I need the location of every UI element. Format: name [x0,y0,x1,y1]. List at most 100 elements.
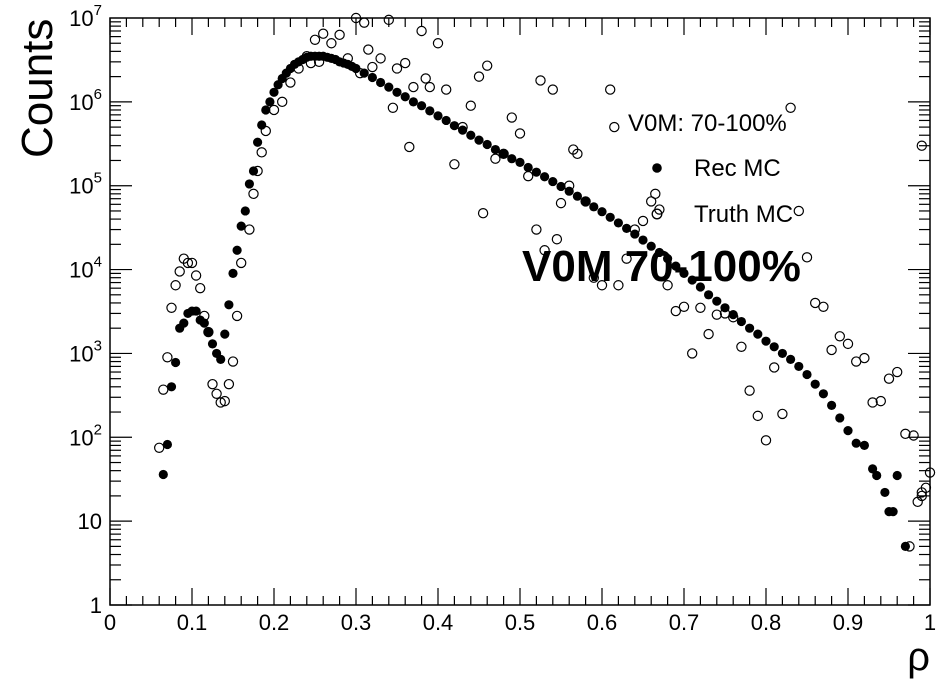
data-point [868,464,878,474]
data-point [555,197,567,209]
data-point [268,104,280,116]
data-point [609,121,620,133]
data-point [920,482,932,493]
data-point [728,312,739,323]
data-point [400,57,411,69]
data-point [531,224,542,235]
data-point [477,208,489,219]
data-point [384,82,394,92]
data-point [826,344,837,356]
data-point [387,102,399,113]
data-point [883,373,895,384]
data-point [458,125,468,135]
y-tick-label: 10 [78,509,102,534]
data-point [761,336,771,346]
data-point [581,196,591,207]
y-axis-title: Counts [13,19,62,158]
data-point [174,266,185,277]
data-point [235,257,247,269]
data-point [760,435,772,446]
data-point [404,141,415,153]
data-point [350,12,362,24]
data-point [441,115,451,126]
data-point [158,469,168,480]
data-point [670,305,682,317]
data-point [253,137,263,147]
data-point [662,280,673,291]
data-point [827,400,837,411]
data-point [179,318,189,328]
data-point [240,206,250,216]
data-point [810,379,820,389]
x-tick-label: 0.1 [177,610,208,635]
data-point [621,253,632,264]
data-point [236,221,246,231]
data-point [908,430,919,441]
data-point [859,352,870,364]
data-point [248,188,259,200]
data-point [687,348,698,359]
data-point [794,361,804,372]
data-point [736,316,747,327]
data-point [416,25,427,37]
y-tick-label: 104 [69,254,102,283]
data-point [605,84,616,95]
legend-entry-rec-mc: Rec MC [694,155,781,182]
legend-marker-rec-mc [652,163,662,173]
data-point [244,179,254,189]
data-point [753,329,763,339]
data-point [216,354,226,364]
y-tick-label: 1 [90,593,102,618]
legend-entry-truth-mc: Truth MC [694,201,793,228]
x-tick-label: 0.8 [751,610,782,635]
data-point [498,148,509,160]
data-point [646,241,656,251]
data-point [359,17,370,28]
data-point [892,470,902,481]
data-point [354,67,366,79]
data-point [745,323,755,333]
data-point [223,378,235,390]
data-point [383,14,394,26]
data-point [375,53,386,64]
y-tick-label: 105 [69,170,102,199]
data-point [166,302,177,314]
y-tick-label: 107 [69,2,102,31]
data-point [285,77,296,88]
data-point [313,56,325,68]
data-point [572,191,583,201]
data-point [678,301,690,312]
x-tick-label: 0.4 [423,610,454,635]
data-point [256,147,267,158]
y-tick-label: 102 [69,421,102,450]
data-point [376,77,386,88]
data-point [400,92,410,102]
data-point [695,282,706,292]
data-point [539,245,550,256]
data-point [441,84,452,95]
data-point [490,153,501,164]
y-tick-label: 103 [69,337,102,366]
data-point [622,223,632,233]
data-point [843,426,853,436]
data-point [166,382,177,392]
data-point [232,245,242,255]
data-point [507,154,517,164]
data-point [719,308,731,319]
data-point [194,282,206,294]
data-point [572,148,583,160]
data-point [818,389,829,399]
series-truth-mc [153,12,936,552]
data-point [171,357,181,368]
tick-labels: 0 0.1 0.2 0.3 0.4 0.5 0.6 0.7 0.8 0.9 1 1 10 102 103 10… [69,2,936,635]
data-point [420,73,431,84]
data-point [523,162,533,173]
data-point [752,410,764,422]
data-point [777,408,788,420]
data-point [892,366,903,378]
data-point [207,339,218,349]
data-point [199,310,210,322]
data-point [535,75,546,86]
data-point [158,384,169,395]
